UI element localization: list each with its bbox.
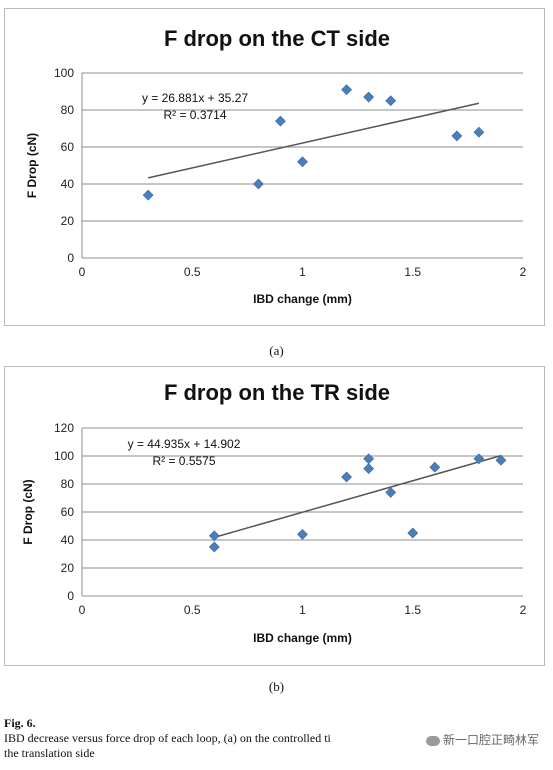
chart-tr-y-tick-label: 120 [54, 421, 74, 435]
chart-tr-data-point [407, 527, 419, 539]
chart-ct-y-tick-label: 20 [61, 214, 75, 228]
chart-ct-data-point [473, 126, 485, 138]
chart-ct-data-point [275, 115, 286, 127]
chart-ct-y-tick-label: 80 [61, 103, 75, 117]
chart-tr-x-tick-label: 2 [520, 603, 527, 617]
chart-panel-ct: F drop on the CT side 0 20 40 60 80 100 0 0.5 1 1.… [4, 8, 545, 326]
chart-tr-x-tick-label: 1 [299, 603, 306, 617]
chart-tr-data-point [429, 461, 441, 473]
chart-tr-side: F drop on the TR side 0 20 40 60 80 100 120 0 0.5… [21, 380, 527, 645]
chart-ct-data-point [142, 189, 154, 201]
watermark: 新一口腔正畸林军 [423, 731, 541, 748]
chart-tr-trendline [214, 454, 502, 539]
chart-ct-x-tick-label: 1 [299, 265, 306, 279]
chart-tr-y-tick-label: 0 [67, 589, 74, 603]
chart-ct-x-tick-label: 0 [79, 265, 86, 279]
chart-ct-x-tick-label: 0.5 [184, 265, 201, 279]
subfigure-label-b: (b) [268, 679, 285, 694]
chart-ct-trendline [147, 102, 480, 179]
chart-ct-data-point [451, 130, 463, 142]
chart-ct-y-tick-label: 60 [61, 140, 75, 154]
chart-tr-r-squared: R² = 0.5575 [152, 454, 215, 468]
caption-line-1: IBD decrease versus force drop of each l… [4, 731, 331, 745]
chart-tr-y-tick-label: 20 [61, 561, 75, 575]
chart-tr-y-tick-label: 100 [54, 449, 74, 463]
chart-tr-x-tick-label: 0.5 [184, 603, 201, 617]
chart-tr-data-point [297, 528, 308, 540]
chart-tr-x-tick-label: 0 [79, 603, 86, 617]
chart-tr-data-point [385, 486, 397, 498]
chart-ct-y-tick-label: 40 [61, 177, 75, 191]
subfigure-label-a: (a) [269, 343, 284, 358]
chart-ct-x-axis-label: IBD change (mm) [253, 292, 352, 306]
wechat-icon [425, 735, 440, 746]
chart-tr-data-point [341, 471, 353, 483]
chart-ct-data-point [385, 95, 397, 107]
chart-ct-data-point [252, 178, 264, 190]
chart-ct-y-tick-label: 0 [67, 251, 74, 265]
chart-tr-y-axis-label: F Drop (cN) [21, 479, 35, 544]
chart-ct-data-point [363, 91, 375, 103]
chart-tr-y-tick-label: 60 [61, 505, 75, 519]
chart-tr-data-point [495, 454, 507, 466]
chart-tr-x-tick-label: 1.5 [404, 603, 421, 617]
chart-tr-x-axis-label: IBD change (mm) [253, 631, 352, 645]
chart-ct-r-squared: R² = 0.3714 [163, 108, 226, 122]
chart-ct-y-tick-label: 100 [54, 66, 74, 80]
chart-ct-y-axis-label: F Drop (cN) [25, 133, 39, 198]
caption-line-2: the translation side [4, 746, 95, 760]
chart-ct-title: F drop on the CT side [164, 26, 390, 51]
chart-ct-data-point [297, 156, 308, 168]
chart-ct-data-point [341, 84, 353, 96]
chart-tr-data-point [363, 463, 375, 475]
chart-tr-data-point [208, 530, 220, 542]
chart-tr-data-point [208, 541, 220, 553]
chart-tr-y-tick-label: 80 [61, 477, 75, 491]
chart-tr-equation: y = 44.935x + 14.902 [128, 437, 241, 451]
chart-tr-title: F drop on the TR side [164, 380, 390, 405]
chart-tr-y-tick-label: 40 [61, 533, 75, 547]
watermark-text: 新一口腔正畸林军 [442, 733, 539, 747]
figure-caption-text: IBD decrease versus force drop of each l… [4, 731, 549, 761]
chart-tr-data-point [473, 453, 485, 465]
chart-ct-x-tick-label: 1.5 [404, 265, 421, 279]
chart-panel-tr: F drop on the TR side 0 20 40 60 80 100 120 0 0.5… [4, 366, 545, 666]
chart-ct-x-tick-label: 2 [520, 265, 527, 279]
figure-caption-title: Fig. 6. [4, 716, 36, 730]
chart-ct-equation: y = 26.881x + 35.27 [142, 91, 248, 105]
chart-ct-side: F drop on the CT side 0 20 40 60 80 100 0 0.5 1 1.… [25, 26, 527, 306]
chart-tr-data-point [363, 453, 375, 465]
